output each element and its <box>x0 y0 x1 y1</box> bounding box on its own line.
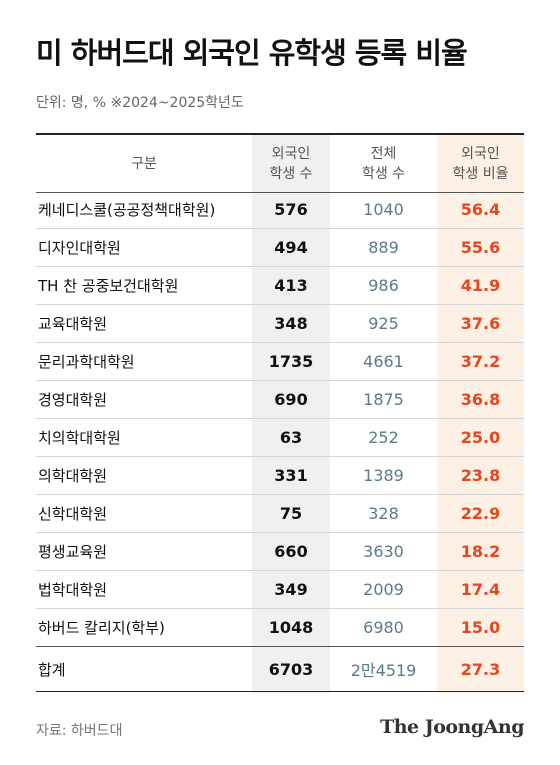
page-title: 미 하버드대 외국인 유학생 등록 비율 <box>36 36 468 70</box>
row-foreign-ratio: 22.9 <box>460 503 501 523</box>
table-row: 케네디스쿨(공공정책대학원) 576 1040 56.4 <box>36 190 524 229</box>
row-foreign-count: 494 <box>274 237 308 257</box>
table-row: 신학대학원 75 328 22.9 <box>36 494 524 533</box>
row-foreign-count: 690 <box>274 389 308 409</box>
total-row: 합계 6703 2만4519 27.3 <box>36 646 524 692</box>
row-name: 케네디스쿨(공공정책대학원) <box>38 200 216 219</box>
row-total-count: 6980 <box>363 617 404 637</box>
row-foreign-count: 348 <box>274 313 308 333</box>
row-total-count: 2009 <box>363 579 404 599</box>
table-row: 하버드 칼리지(학부) 1048 6980 15.0 <box>36 608 524 647</box>
table-row: 평생교육원 660 3630 18.2 <box>36 532 524 571</box>
foreign-column-highlight <box>252 133 330 693</box>
row-name: 치의학대학원 <box>38 428 121 447</box>
row-total-count: 889 <box>368 237 399 257</box>
total-name: 합계 <box>38 660 66 679</box>
row-name: 평생교육원 <box>38 542 108 561</box>
row-foreign-ratio: 23.8 <box>460 465 501 485</box>
table-row: 경영대학원 690 1875 36.8 <box>36 380 524 419</box>
header-total-students: 전체 학생 수 <box>330 144 437 184</box>
row-foreign-ratio: 25.0 <box>460 427 501 447</box>
row-foreign-count: 1048 <box>268 617 314 637</box>
table-row: 교육대학원 348 925 37.6 <box>36 304 524 343</box>
ratio-column-highlight <box>437 133 524 693</box>
row-foreign-ratio: 56.4 <box>460 199 501 219</box>
row-name: 신학대학원 <box>38 504 108 523</box>
source-note: 자료: 하버드대 <box>36 723 123 739</box>
row-foreign-count: 63 <box>279 427 303 447</box>
row-name: 디자인대학원 <box>38 238 121 257</box>
row-foreign-ratio: 17.4 <box>460 579 501 599</box>
row-foreign-ratio: 15.0 <box>460 617 501 637</box>
row-total-count: 986 <box>368 275 399 295</box>
row-foreign-ratio: 36.8 <box>460 389 501 409</box>
row-name: 의학대학원 <box>38 466 108 485</box>
header-foreign-students: 외국인 학생 수 <box>252 144 330 184</box>
header-total-line1: 전체 <box>370 145 397 162</box>
total-foreign-ratio: 27.3 <box>460 659 501 679</box>
row-name: 교육대학원 <box>38 314 108 333</box>
row-foreign-ratio: 41.9 <box>460 275 501 295</box>
row-foreign-count: 660 <box>274 541 308 561</box>
row-total-count: 925 <box>368 313 399 333</box>
row-name: 하버드 칼리지(학부) <box>38 618 165 637</box>
row-name: TH 찬 공중보건대학원 <box>38 276 179 295</box>
table-row: 의학대학원 331 1389 23.8 <box>36 456 524 495</box>
row-total-count: 1875 <box>363 389 404 409</box>
row-total-count: 3630 <box>363 541 404 561</box>
row-foreign-count: 413 <box>274 275 308 295</box>
row-total-count: 252 <box>368 427 399 447</box>
unit-note: 단위: 명, % ※2024~2025학년도 <box>36 95 244 111</box>
row-foreign-count: 331 <box>274 465 308 485</box>
header-foreign-line1: 외국인 <box>271 145 311 162</box>
row-total-count: 4661 <box>363 351 404 371</box>
header-ratio-line2: 학생 비율 <box>452 165 509 182</box>
row-foreign-count: 576 <box>274 199 308 219</box>
header-total-line2: 학생 수 <box>361 165 406 182</box>
row-total-count: 1389 <box>363 465 404 485</box>
header-foreign-ratio: 외국인 학생 비율 <box>437 144 524 184</box>
row-total-count: 1040 <box>363 199 404 219</box>
table-header: 구분 외국인 학생 수 전체 학생 수 외국인 학생 비율 <box>36 133 524 193</box>
total-total-count: 2만4519 <box>350 661 417 680</box>
header-foreign-line2: 학생 수 <box>269 165 313 182</box>
header-category: 구분 <box>131 155 157 172</box>
row-foreign-ratio: 37.6 <box>460 313 501 333</box>
row-foreign-count: 75 <box>279 503 303 523</box>
table-row: 디자인대학원 494 889 55.6 <box>36 228 524 267</box>
row-name: 법학대학원 <box>38 580 108 599</box>
row-foreign-count: 349 <box>274 579 308 599</box>
brand-logo: The JoongAng <box>380 716 524 738</box>
row-name: 문리과학대학원 <box>38 352 135 371</box>
table-row: 법학대학원 349 2009 17.4 <box>36 570 524 609</box>
row-foreign-ratio: 18.2 <box>460 541 501 561</box>
row-foreign-count: 1735 <box>268 351 314 371</box>
row-total-count: 328 <box>368 503 399 523</box>
row-foreign-ratio: 37.2 <box>460 351 501 371</box>
header-ratio-line1: 외국인 <box>461 145 500 162</box>
table-row: 치의학대학원 63 252 25.0 <box>36 418 524 457</box>
table-row: TH 찬 공중보건대학원 413 986 41.9 <box>36 266 524 305</box>
table-row: 문리과학대학원 1735 4661 37.2 <box>36 342 524 381</box>
row-foreign-ratio: 55.6 <box>460 237 501 257</box>
row-name: 경영대학원 <box>38 390 108 409</box>
total-foreign-count: 6703 <box>268 659 314 679</box>
